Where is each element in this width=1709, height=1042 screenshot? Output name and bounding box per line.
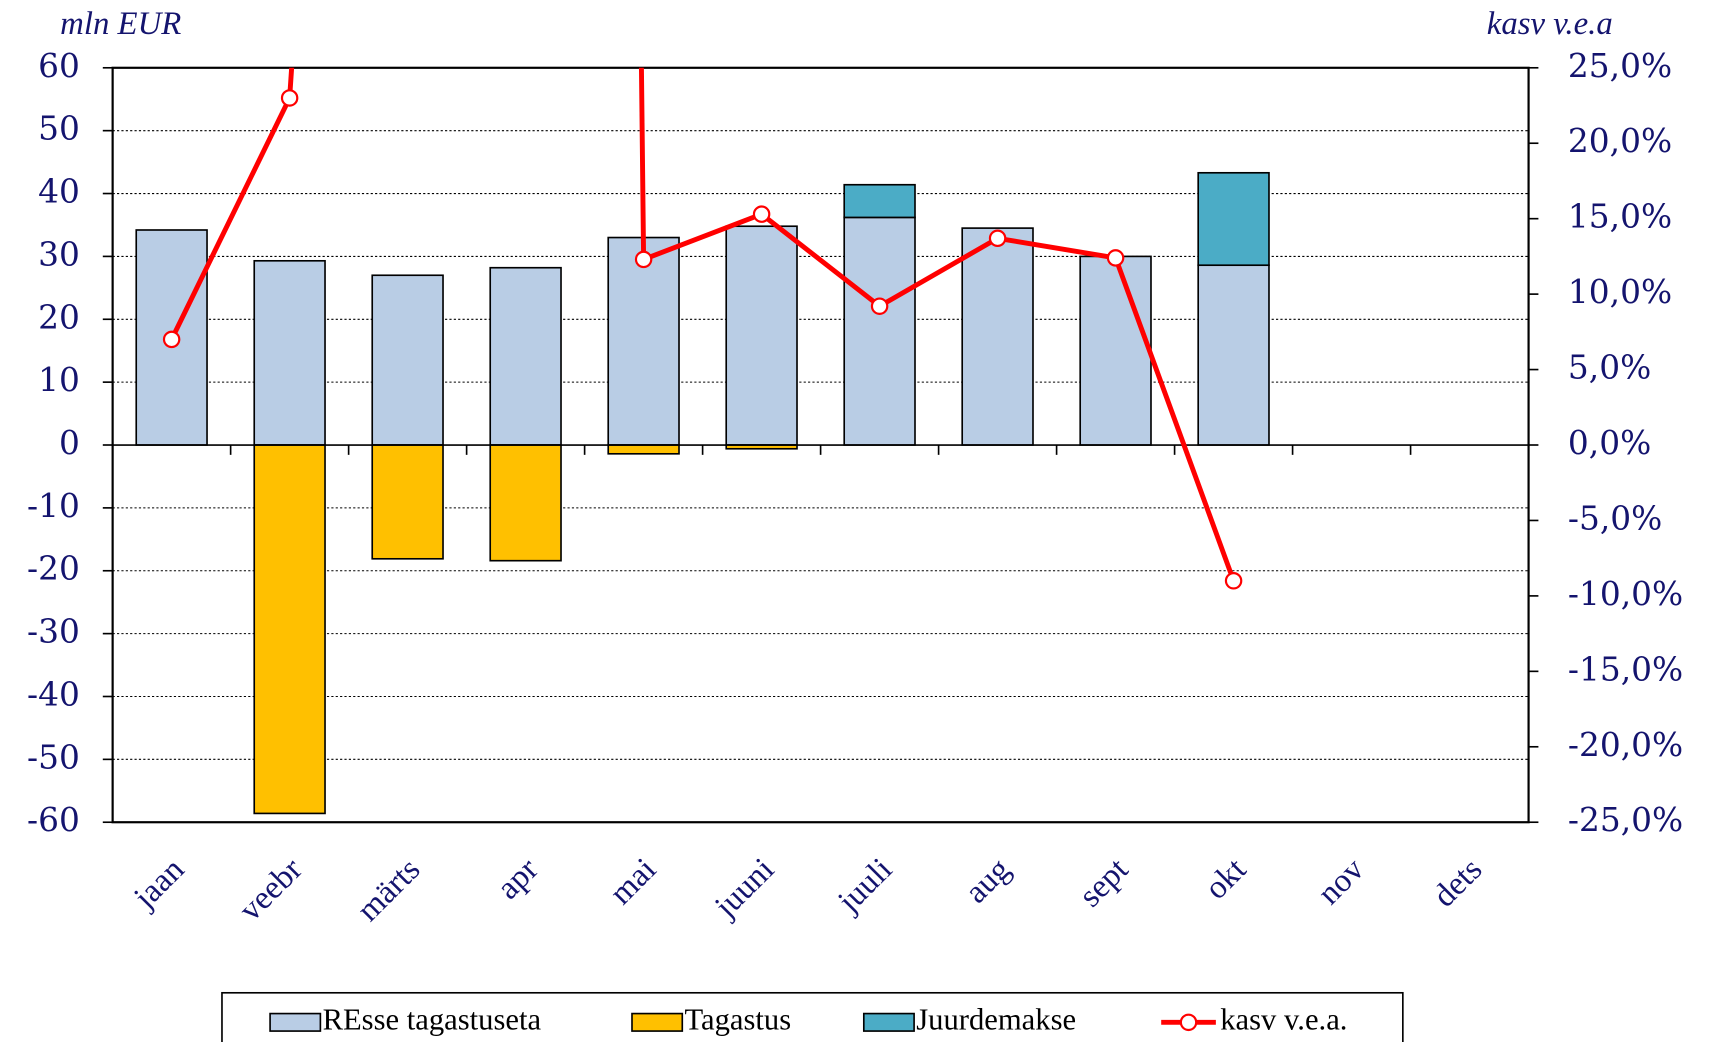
legend-label: Juurdemakse xyxy=(916,1002,1076,1036)
line-marker xyxy=(1224,572,1243,590)
y-tick-label: 50 xyxy=(38,110,80,148)
line-marker xyxy=(280,89,299,107)
bar xyxy=(371,444,444,560)
legend-swatch xyxy=(631,1012,684,1032)
x-tick-label: veebr xyxy=(232,851,309,928)
bar xyxy=(253,259,326,446)
bar xyxy=(725,225,798,446)
x-tick-label: dets xyxy=(1426,851,1489,914)
y-tick-label: -20 xyxy=(27,550,80,588)
legend-label: kasv v.e.a. xyxy=(1220,1002,1347,1036)
bar xyxy=(371,274,444,446)
y-tick-label: -40 xyxy=(27,675,80,713)
x-tick-label: juuli xyxy=(831,851,900,920)
legend-label: Tagastus xyxy=(684,1002,791,1036)
y-tick-label: 10 xyxy=(38,361,80,399)
y-tick-label: 60 xyxy=(38,47,80,85)
y2-tick-label: 25,0% xyxy=(1568,47,1672,85)
bar xyxy=(961,227,1034,446)
y-tick-label: -50 xyxy=(27,738,80,776)
plot-border xyxy=(111,66,1530,824)
legend-swatch xyxy=(1179,1013,1198,1032)
x-tick-label: sept xyxy=(1072,851,1135,914)
bar xyxy=(253,444,326,815)
x-tick-label: jaan xyxy=(127,851,192,916)
y-tick-label: -60 xyxy=(27,801,80,839)
bar xyxy=(489,444,562,562)
y2-tick-label: 15,0% xyxy=(1568,198,1672,236)
x-tick-label: juuni xyxy=(707,851,781,925)
y2-axis-title: kasv v.e.a xyxy=(1487,6,1613,42)
bar xyxy=(1197,264,1270,446)
y2-tick-label: -10,0% xyxy=(1568,575,1683,613)
y-tick-label: 30 xyxy=(38,235,80,273)
line-marker xyxy=(634,250,653,269)
bar xyxy=(1197,171,1270,267)
line-marker xyxy=(1106,249,1125,267)
bar xyxy=(1079,255,1152,446)
y-axis-title: mln EUR xyxy=(60,6,181,42)
bar xyxy=(843,216,916,446)
y-tick-label: -10 xyxy=(27,487,80,525)
y-tick-label: -30 xyxy=(27,613,80,651)
x-tick-label: märts xyxy=(350,851,427,928)
x-tick-label: mai xyxy=(603,851,663,911)
line-marker xyxy=(988,229,1007,248)
line-marker xyxy=(162,330,181,349)
y2-tick-label: 5,0% xyxy=(1568,349,1651,387)
y-tick-label: 40 xyxy=(38,173,80,211)
y2-tick-label: -5,0% xyxy=(1568,499,1662,537)
y2-tick-label: 20,0% xyxy=(1568,122,1672,160)
legend-swatch xyxy=(862,1012,915,1032)
line xyxy=(169,67,1236,582)
x-tick-label: apr xyxy=(490,851,545,906)
bar xyxy=(607,444,680,455)
y2-tick-label: -15,0% xyxy=(1568,650,1683,688)
legend-swatch xyxy=(269,1012,322,1032)
x-tick-label: okt xyxy=(1198,851,1253,906)
legend-box xyxy=(221,991,1404,1042)
bar xyxy=(489,266,562,446)
x-tick-label: aug xyxy=(958,851,1017,910)
bar xyxy=(843,183,916,219)
legend-label: REsse tagastuseta xyxy=(323,1002,542,1036)
line-layer xyxy=(162,67,1243,590)
x-tick-label: nov xyxy=(1311,851,1372,912)
y2-tick-label: 10,0% xyxy=(1568,273,1672,311)
bar xyxy=(607,236,680,446)
y-tick-label: 0 xyxy=(59,424,80,462)
y2-tick-label: 0,0% xyxy=(1568,424,1651,462)
y2-tick-label: -25,0% xyxy=(1568,801,1683,839)
y2-tick-label: -20,0% xyxy=(1568,726,1683,764)
y-tick-label: 20 xyxy=(38,298,80,336)
line-marker xyxy=(870,297,889,315)
line-marker xyxy=(752,205,771,223)
